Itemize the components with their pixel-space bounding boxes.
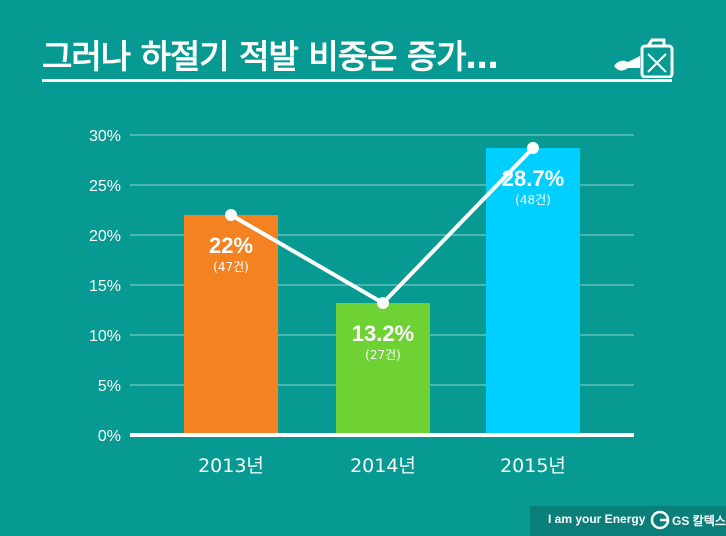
y-tick-label: 0% (98, 428, 121, 445)
bar-2 (336, 303, 430, 435)
data-label-count: (27건) (365, 348, 401, 362)
page-title: 그러나 하절기 적발 비중은 증가… (42, 37, 499, 76)
title-underline (42, 79, 672, 82)
x-tick-label: 2013년 (198, 455, 264, 477)
x-tick-label: 2014년 (350, 455, 416, 477)
y-tick-label: 10% (89, 328, 121, 345)
bar-1 (184, 215, 278, 435)
trend-point (377, 297, 389, 309)
bar-3 (486, 148, 580, 435)
data-label-value: 22% (209, 233, 253, 258)
footer-brand: GS 칼텍스 (672, 514, 726, 528)
data-label-count: (47건) (213, 260, 249, 274)
chart: 0% 5% 10% 15% 20% 25% 30% 22% (47건) 13.2% (27건) 28.… (89, 128, 634, 477)
y-tick-label: 20% (89, 228, 121, 245)
y-tick-label: 15% (89, 278, 121, 295)
y-tick-label: 25% (89, 178, 121, 195)
trend-point (527, 142, 539, 154)
footer-slogan: I am your Energy (548, 512, 646, 526)
trend-point (225, 209, 237, 221)
gs-logo-icon (650, 510, 670, 530)
x-tick-label: 2015년 (500, 455, 566, 477)
fuel-can-icon (614, 38, 674, 78)
footer-bar (530, 506, 726, 536)
data-label-value: 13.2% (352, 321, 414, 346)
y-tick-label: 30% (89, 128, 121, 145)
data-label-count: (48건) (515, 193, 551, 207)
data-label-value: 28.7% (502, 166, 564, 191)
y-tick-label: 5% (98, 378, 121, 395)
